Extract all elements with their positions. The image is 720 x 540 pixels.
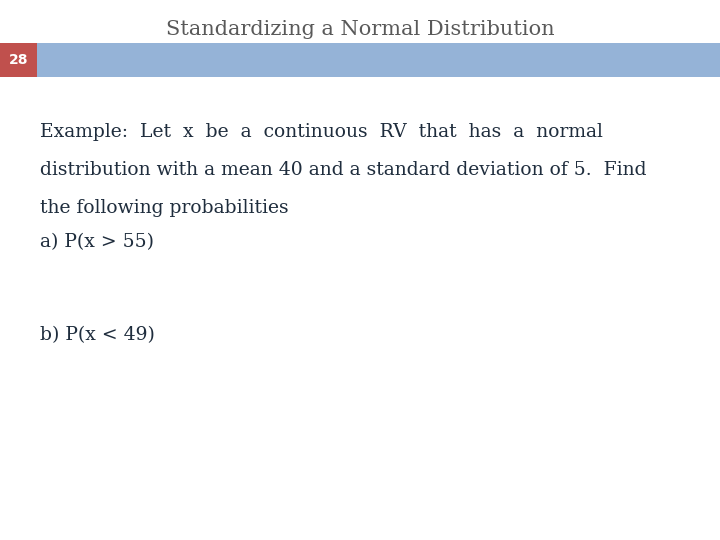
Text: 28: 28	[9, 53, 29, 67]
Bar	[0, 43, 37, 77]
Text: Standardizing a Normal Distribution: Standardizing a Normal Distribution	[166, 20, 554, 39]
Text: the following probabilities: the following probabilities	[40, 199, 288, 217]
Text: b) P(x < 49): b) P(x < 49)	[40, 326, 155, 344]
Text: a) P(x > 55): a) P(x > 55)	[40, 233, 153, 251]
Text: distribution with a mean 40 and a standard deviation of 5.  Find: distribution with a mean 40 and a standa…	[40, 161, 646, 179]
Bar	[0, 43, 720, 77]
Text: Example:  Let  x  be  a  continuous  RV  that  has  a  normal: Example: Let x be a continuous RV that h…	[40, 123, 603, 141]
